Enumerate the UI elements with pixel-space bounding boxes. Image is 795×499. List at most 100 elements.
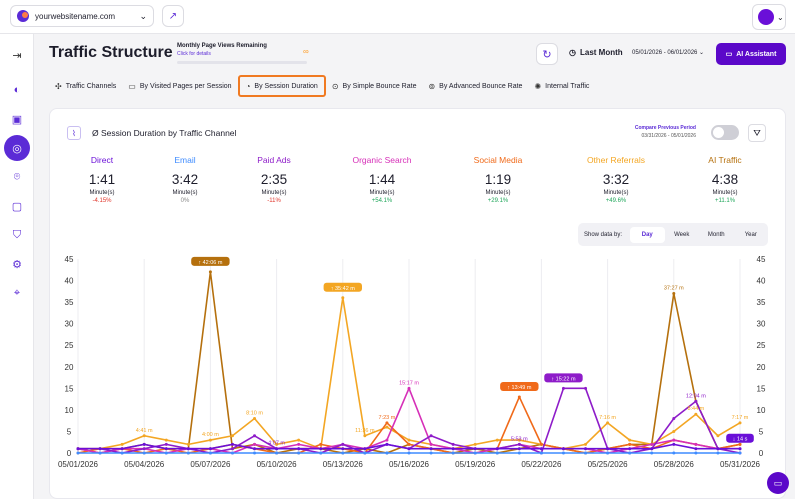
data-point — [208, 451, 212, 455]
data-point — [275, 447, 279, 451]
data-point — [164, 447, 168, 451]
option-month[interactable]: Month — [707, 231, 725, 238]
data-point — [385, 421, 389, 425]
data-point — [738, 442, 742, 446]
y-tick-label-left: 40 — [65, 277, 74, 286]
date-range-text: 05/01/2026 - 06/01/2026 — [632, 50, 698, 56]
data-point — [230, 442, 234, 446]
metric-chg: 0% — [180, 198, 190, 204]
tab-traffic-channels[interactable]: ✣ Traffic Channels — [49, 75, 122, 97]
data-label: 7:23 m — [379, 415, 396, 421]
data-point — [429, 434, 433, 438]
x-tick-label: 05/10/2026 — [257, 460, 298, 469]
location-icon[interactable]: ⌖ — [13, 286, 21, 299]
data-point — [672, 417, 676, 421]
data-point — [253, 442, 257, 446]
data-point — [186, 442, 190, 446]
compare-toggle[interactable] — [711, 125, 739, 140]
data-point — [164, 451, 168, 455]
page-views-widget[interactable]: Monthly Page Views Remaining Click for d… — [177, 43, 312, 64]
tab-session-duration[interactable]: ◔ By Session Duration — [237, 75, 326, 97]
data-point — [76, 451, 80, 455]
x-tick-label: 05/28/2026 — [654, 460, 695, 469]
refresh-button[interactable]: ↻ — [536, 43, 558, 65]
y-tick-label-left: 30 — [65, 320, 74, 329]
peak-badge-label: ↑ 42:06 m — [198, 260, 223, 266]
data-point — [628, 451, 632, 455]
internal-icon: ✺ — [534, 81, 542, 91]
data-point — [606, 447, 610, 451]
data-point — [716, 447, 720, 451]
data-point — [230, 447, 234, 451]
option-week[interactable]: Week — [674, 231, 690, 238]
data-label: 11:36 m — [355, 428, 375, 434]
data-point — [650, 451, 654, 455]
data-point — [341, 442, 345, 446]
dashboard-icon[interactable]: ◐ — [13, 84, 21, 96]
shield-icon[interactable]: ⛉ — [12, 228, 22, 241]
period-selector[interactable]: ◷ Last Month — [569, 48, 623, 57]
collapse-sidebar-icon[interactable]: ⇥ — [12, 49, 22, 62]
data-point — [385, 425, 389, 429]
compare-range: 03/31/2026 - 05/01/2026 — [641, 133, 697, 139]
tab-visited-pages[interactable]: ▭ By Visited Pages per Session — [122, 75, 237, 97]
option-day[interactable]: Day — [630, 226, 665, 243]
y-tick-label-left: 0 — [67, 449, 72, 458]
data-label: 8:44 m — [687, 406, 704, 412]
data-point — [142, 447, 146, 451]
data-label: 8:10 m — [246, 411, 263, 417]
traffic-icon[interactable]: ◎ — [4, 135, 30, 161]
data-point — [539, 451, 543, 455]
metric-chg: +11.1% — [714, 198, 736, 204]
data-point — [561, 386, 565, 390]
data-point — [407, 442, 411, 446]
data-point — [230, 434, 234, 438]
tab-simple-bounce-rate[interactable]: ⊙ By Simple Bounce Rate — [326, 75, 423, 97]
data-point — [297, 451, 301, 455]
chat-support-button[interactable]: ▭ — [767, 472, 789, 494]
inbox-icon[interactable]: ▣ — [11, 113, 23, 126]
data-point — [142, 442, 146, 446]
data-point — [164, 442, 168, 446]
tab-internal-traffic[interactable]: ✺ Internal Traffic — [528, 75, 595, 97]
data-point — [561, 447, 565, 451]
data-point — [385, 442, 389, 446]
y-tick-label-right: 40 — [757, 277, 766, 286]
ai-assistant-button[interactable]: ▭ AI Assistant — [716, 43, 786, 65]
metric-organic-search: Organic Search 1:44 Minute(s) +54.1% — [337, 155, 427, 204]
chat-icon[interactable]: ▢ — [11, 200, 23, 213]
data-point — [363, 451, 367, 455]
y-tick-label-left: 5 — [67, 427, 72, 436]
date-range[interactable]: 05/01/2026 - 06/01/2026 ⌄ — [632, 50, 705, 56]
peak-badge-label: ↓ 14 s — [733, 437, 748, 443]
y-tick-label-right: 20 — [757, 363, 766, 372]
tab-advanced-bounce-rate[interactable]: ⊚ By Advanced Bounce Rate — [422, 75, 528, 97]
data-point — [363, 447, 367, 451]
data-point — [628, 447, 632, 451]
tab-label: By Session Duration — [254, 82, 318, 90]
data-point — [473, 447, 477, 451]
data-point — [253, 451, 257, 455]
page-views-link[interactable]: Click for details — [177, 51, 211, 57]
filter-button[interactable]: ⛛ — [748, 124, 766, 142]
metric-direct: Direct 1:41 Minute(s) -4.15% — [57, 155, 147, 204]
x-tick-label: 05/31/2026 — [720, 460, 761, 469]
tab-bar: ✣ Traffic Channels ▭ By Visited Pages per … — [49, 74, 595, 98]
data-point — [672, 442, 676, 446]
metric-chg: -11% — [267, 198, 281, 204]
option-year[interactable]: Year — [744, 231, 757, 238]
page-title: Traffic Structure — [49, 44, 173, 61]
user-menu-button[interactable]: ⌄ — [752, 4, 786, 30]
data-point — [517, 438, 521, 442]
peak-badge — [191, 256, 230, 266]
open-external-button[interactable]: ↗ — [162, 5, 184, 27]
y-tick-label-left: 15 — [65, 384, 74, 393]
data-point — [319, 447, 323, 451]
website-selector[interactable]: yourwebsitename.com ⌄ — [10, 5, 154, 27]
target-icon[interactable]: ⌾ — [13, 170, 21, 183]
y-tick-label-left: 20 — [65, 363, 74, 372]
gear-icon[interactable]: ⚙ — [12, 258, 22, 271]
data-point — [517, 447, 521, 451]
channels-icon: ✣ — [55, 81, 62, 91]
